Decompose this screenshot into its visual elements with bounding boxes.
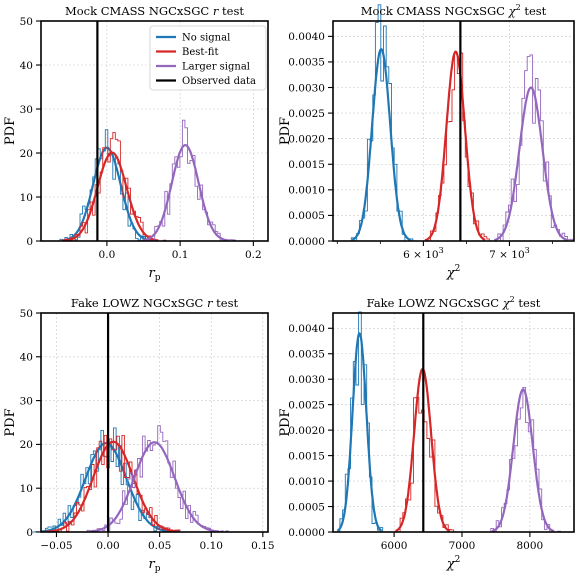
- legend-label: Observed data: [182, 76, 256, 87]
- series-fit-curve: [142, 143, 229, 242]
- series-histogram: [422, 52, 490, 242]
- y-tick-label: 0.0015: [288, 159, 325, 171]
- chart-title: Fake LOWZ NGCxSGC r test: [71, 296, 239, 310]
- series-best-fit: [41, 434, 188, 533]
- series-fit-curve: [49, 440, 178, 533]
- x-axis-label: rp: [149, 557, 161, 574]
- y-tick-label: 0.0020: [288, 425, 325, 437]
- legend: No signal Best-fit Larger signal Observed d…: [149, 25, 267, 91]
- y-tick-label: 0.0010: [288, 185, 325, 197]
- x-tick-label: 0.0: [99, 249, 116, 261]
- y-tick-label: 50: [20, 308, 33, 320]
- y-axis-label: PDF: [3, 408, 18, 436]
- series-larger-signal: [488, 386, 561, 533]
- series-histogram: [59, 132, 167, 242]
- y-tick-label: 40: [20, 352, 33, 364]
- series-histogram: [348, 4, 416, 242]
- series-larger-signal: [137, 119, 236, 242]
- series-fit-curve: [40, 441, 172, 533]
- series-no-signal: [348, 4, 416, 242]
- x-axis-label: χ2: [446, 555, 461, 572]
- series-histogram: [489, 54, 574, 242]
- y-tick-label: 0.0000: [288, 236, 325, 248]
- x-tick-label: 6000: [381, 540, 408, 552]
- series-histogram: [137, 119, 236, 242]
- y-tick-label: 40: [20, 60, 33, 72]
- series-fit-curve: [89, 441, 220, 533]
- x-tick-label: 7000: [449, 540, 476, 552]
- plot-frame: [40, 20, 269, 242]
- x-tick-label: 0.10: [200, 540, 223, 552]
- series-fit-curve: [425, 50, 486, 241]
- y-tick-label: 0.0015: [288, 450, 325, 462]
- grid: [41, 312, 268, 533]
- chart-panel-1: 0 10 20 30 40 50 0.0 0.1 0.2 Mock CMASS NGCxSGC r…: [3, 4, 269, 283]
- y-tick-label: 50: [20, 16, 33, 28]
- series-no-signal: [334, 311, 386, 533]
- chart-title: Mock CMASS NGCxSGC χ2 test: [361, 3, 547, 18]
- y-tick-label: 0.0005: [288, 501, 325, 513]
- y-tick-label: 30: [20, 104, 33, 116]
- chart-title: Fake LOWZ NGCxSGC χ2 test: [367, 295, 541, 310]
- y-tick-label: 0: [26, 236, 33, 248]
- y-tick-label: 0.0020: [288, 133, 325, 145]
- series-fit-curve: [493, 86, 569, 242]
- legend-label: No signal: [182, 33, 230, 44]
- series-fit-curve: [491, 388, 555, 533]
- y-tick-label: 0.0010: [288, 476, 325, 488]
- x-tick-label: 0.05: [148, 540, 171, 552]
- y-tick-label: 0.0035: [288, 57, 325, 69]
- series-larger-signal: [489, 54, 574, 242]
- chart-panel-3: 0 10 20 30 40 50 −0.05 0.00 0.05 0.10 0.15 Fake LOW…: [3, 296, 275, 574]
- y-tick-label: 0.0025: [288, 108, 325, 120]
- x-tick-label: −0.05: [40, 540, 72, 552]
- plot-frame: [332, 20, 575, 242]
- y-tick-label: 0: [26, 527, 33, 539]
- y-tick-label: 30: [20, 395, 33, 407]
- series-histogram: [334, 311, 386, 533]
- y-tick-label: 20: [20, 439, 33, 451]
- x-tick-label: 0.2: [245, 249, 262, 261]
- y-tick-label: 10: [20, 483, 33, 495]
- y-tick-label: 0.0040: [288, 31, 325, 43]
- series-best-fit: [59, 132, 167, 242]
- chart-panel-4: 0.0000 0.0005 0.0010 0.0015 0.0020 0.0025 0.00…: [278, 295, 575, 572]
- series-fit-curve: [351, 47, 411, 241]
- series-fit-curve: [336, 332, 383, 532]
- legend-box: [149, 25, 267, 91]
- y-tick-label: 0.0030: [288, 82, 325, 94]
- y-tick-label: 20: [20, 148, 33, 160]
- y-tick-label: 0.0030: [288, 374, 325, 386]
- x-tick-label: 8000: [517, 540, 544, 552]
- plot-frame: [332, 312, 575, 533]
- series-no-signal: [32, 427, 182, 533]
- y-axis-label: PDF: [3, 117, 18, 145]
- x-tick-label: 7 × 103: [489, 246, 530, 261]
- x-tick-label: 6 × 103: [403, 246, 444, 261]
- series-fit-curve: [65, 151, 159, 242]
- chart-panel-2: 0.0000 0.0005 0.0010 0.0015 0.0020 0.0025 0.00…: [278, 3, 575, 281]
- series-best-fit: [422, 50, 490, 242]
- x-tick-label: 0.15: [251, 540, 274, 552]
- x-tick-label: 0.1: [172, 249, 189, 261]
- plot-frame: [40, 312, 269, 533]
- chart-title: Mock CMASS NGCxSGC r test: [65, 4, 244, 18]
- legend-label: Best-fit: [182, 47, 218, 58]
- y-tick-label: 0.0025: [288, 399, 325, 411]
- x-tick-label: 0.00: [96, 540, 119, 552]
- y-tick-label: 10: [20, 192, 33, 204]
- y-tick-label: 0.0040: [288, 323, 325, 335]
- x-axis-label: χ2: [446, 264, 461, 281]
- y-axis-label: PDF: [278, 117, 293, 145]
- y-tick-label: 0.0035: [288, 349, 325, 361]
- legend-label: Larger signal: [182, 62, 250, 73]
- series-histogram: [488, 386, 561, 533]
- y-tick-label: 0.0000: [288, 527, 325, 539]
- y-axis-label: PDF: [278, 408, 293, 436]
- x-axis-label: rp: [149, 266, 161, 283]
- y-tick-label: 0.0005: [288, 210, 325, 222]
